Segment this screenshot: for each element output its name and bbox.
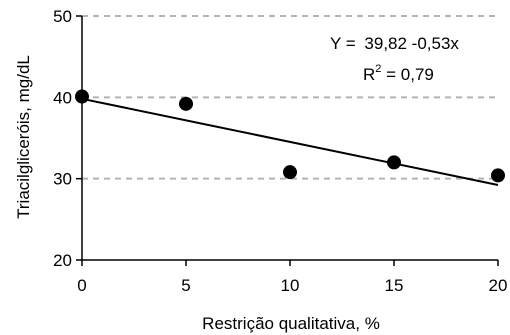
y-axis-title: Triacilgliceróis, mg/dL xyxy=(14,55,33,219)
x-tick-label-5: 5 xyxy=(181,276,190,295)
r-squared-base: R xyxy=(363,65,375,84)
r-squared-exponent: 2 xyxy=(375,63,381,75)
x-tick-label-10: 10 xyxy=(281,276,300,295)
regression-layer xyxy=(81,97,499,186)
points-layer xyxy=(75,89,505,183)
y-tick-label-30: 30 xyxy=(53,170,72,189)
y-tick-label-40: 40 xyxy=(53,88,72,107)
regression-line xyxy=(81,97,499,186)
x-tick-label-0: 0 xyxy=(77,276,86,295)
equation-value: 39,82 -0,53x xyxy=(364,34,459,53)
grid-layer xyxy=(82,15,498,180)
data-point-1 xyxy=(179,96,193,111)
svg-text:Y = 39,82 -0,53x: Y = 39,82 -0,53x xyxy=(330,34,459,53)
regression-equation: Y = 39,82 -0,53x R2 = 0,79 xyxy=(330,34,459,84)
y-tick-label-20: 20 xyxy=(53,251,72,270)
svg-text:R2 = 0,79: R2 = 0,79 xyxy=(363,63,434,84)
x-tick-label-15: 15 xyxy=(385,276,404,295)
data-point-3 xyxy=(387,155,401,170)
data-point-2 xyxy=(283,165,297,180)
x-axis-title: Restrição qualitativa, % xyxy=(202,314,380,333)
r-squared-value: = 0,79 xyxy=(381,65,433,84)
data-point-0 xyxy=(75,89,89,104)
y-tick-label-50: 50 xyxy=(53,7,72,26)
ticks-layer: 20 30 40 50 0 5 10 15 20 xyxy=(53,7,507,295)
equation-prefix: Y = xyxy=(330,34,360,53)
x-tick-label-20: 20 xyxy=(489,276,508,295)
data-point-4 xyxy=(491,168,505,183)
